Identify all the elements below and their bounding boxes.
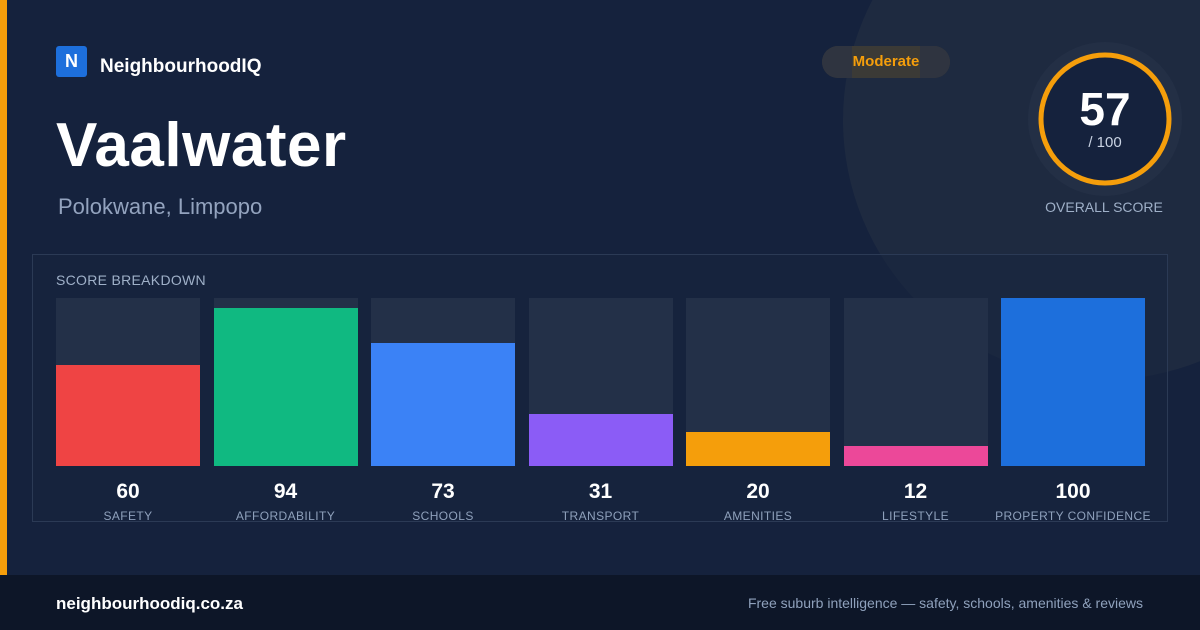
metric-bar-fill (843, 445, 988, 466)
metric-value: 20 (746, 480, 770, 503)
rating-badge-label: Moderate (852, 53, 920, 70)
metric-bar-track (1001, 298, 1145, 466)
metric-affordability: 94 AFFORDABILITY (213, 298, 358, 523)
score-breakdown-panel: SCORE BREAKDOWN 60 SAFETY 94 AFFORDABILITY 7… (32, 254, 1168, 523)
metric-label: PROPERTY CONFIDENCE (995, 509, 1151, 523)
score-ring-stroke (1038, 52, 1172, 186)
metric-bar-track (56, 298, 200, 466)
metric-label: SCHOOLS (412, 509, 474, 523)
metric-bar-track (528, 298, 673, 466)
metric-bar-track (843, 298, 988, 466)
metric-bar-track (213, 298, 358, 466)
metric-bar-fill (371, 343, 515, 466)
metric-bar-track (371, 298, 515, 466)
score-ring (1028, 42, 1182, 196)
metric-value: 94 (273, 480, 298, 503)
metric-label: SAFETY (103, 509, 153, 523)
footer-domain-link[interactable]: neighbourhoodiq.co.za (56, 594, 243, 613)
accent-strip (0, 0, 7, 575)
metric-lifestyle: 12 LIFESTYLE (843, 298, 988, 523)
metric-label: TRANSPORT (561, 509, 640, 523)
metric-value: 12 (903, 480, 928, 503)
metric-label: AMENITIES (723, 509, 793, 523)
overall-score-gauge: 57 / 100 (1028, 42, 1182, 196)
metric-safety: 60 SAFETY (56, 298, 200, 523)
metric-bar-track (686, 298, 830, 466)
metric-label: AFFORDABILITY (235, 509, 336, 523)
metric-value: 60 (116, 480, 140, 503)
overall-score-max: / 100 (1088, 134, 1122, 151)
metric-bar-fill (213, 308, 358, 466)
metric-bar-fill (686, 432, 830, 466)
metric-value: 73 (431, 480, 455, 503)
metric-bar-fill (56, 365, 200, 466)
brand[interactable]: N NeighbourhoodIQ (56, 46, 261, 77)
suburb-location: Polokwane, Limpopo (58, 194, 263, 219)
overall-score-value: 57 (1079, 83, 1131, 135)
metric-value: 31 (588, 480, 613, 503)
metric-transport: 31 TRANSPORT (528, 298, 673, 523)
rating-badge: Moderate (822, 46, 950, 78)
metric-bar-fill (528, 413, 673, 466)
metric-bar-fill (1001, 298, 1145, 466)
metric-label: LIFESTYLE (882, 509, 949, 523)
brand-logo-icon: N (56, 46, 87, 77)
score-breakdown-title: SCORE BREAKDOWN (56, 272, 206, 288)
footer: neighbourhoodiq.co.za Free suburb intell… (0, 575, 1200, 630)
overall-score-caption: OVERALL SCORE (1045, 199, 1163, 215)
metric-property-confidence: 100 PROPERTY CONFIDENCE (995, 298, 1151, 523)
suburb-title: Vaalwater (56, 111, 347, 180)
metric-schools: 73 SCHOOLS (371, 298, 515, 523)
metric-value: 100 (1055, 480, 1091, 503)
metric-amenities: 20 AMENITIES (686, 298, 830, 523)
footer-tagline: Free suburb intelligence — safety, schoo… (747, 595, 1143, 611)
brand-name: NeighbourhoodIQ (100, 55, 262, 77)
